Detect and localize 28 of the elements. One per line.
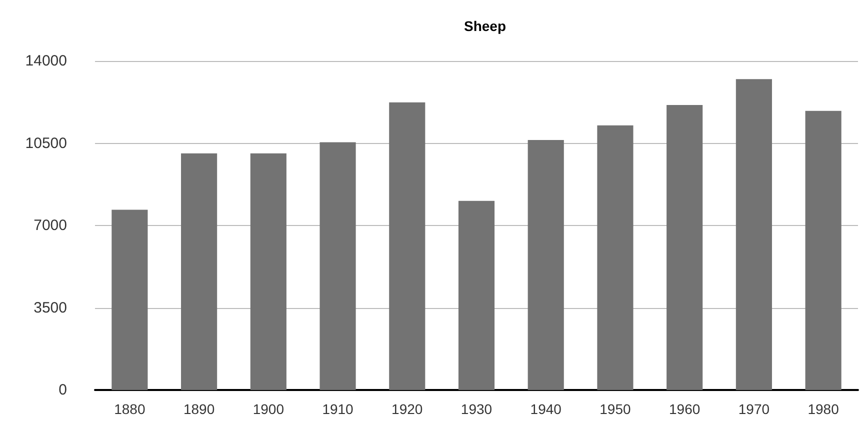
x-tick-label: 1940 bbox=[530, 401, 562, 417]
bar bbox=[389, 102, 426, 390]
y-tick-label: 3500 bbox=[34, 299, 67, 316]
x-tick-label: 1910 bbox=[322, 401, 354, 417]
bar bbox=[250, 153, 286, 390]
x-tick-label: 1900 bbox=[252, 401, 284, 417]
bar bbox=[666, 104, 703, 390]
x-tick-label: 1930 bbox=[460, 401, 492, 417]
bar bbox=[320, 142, 356, 390]
bar bbox=[736, 79, 772, 390]
bar bbox=[528, 140, 564, 390]
x-tick-label: 1890 bbox=[183, 401, 215, 417]
x-tick-label: 1920 bbox=[392, 401, 423, 417]
chart-title: Sheep bbox=[464, 18, 506, 34]
y-tick-label: 7000 bbox=[34, 217, 67, 234]
x-tick-label: 1960 bbox=[669, 401, 700, 417]
x-tick-label: 1980 bbox=[808, 401, 840, 417]
x-tick-label: 1970 bbox=[738, 401, 770, 417]
y-tick-label: 14000 bbox=[25, 52, 67, 70]
bar bbox=[805, 110, 842, 390]
y-tick-label: 0 bbox=[58, 382, 67, 398]
x-tick-label: 1950 bbox=[600, 401, 632, 417]
x-tick-label: 1880 bbox=[114, 401, 146, 417]
bar bbox=[597, 125, 634, 390]
y-tick-label: 10500 bbox=[25, 134, 67, 152]
bar bbox=[112, 210, 148, 390]
bar bbox=[458, 200, 495, 390]
bar bbox=[181, 153, 218, 390]
